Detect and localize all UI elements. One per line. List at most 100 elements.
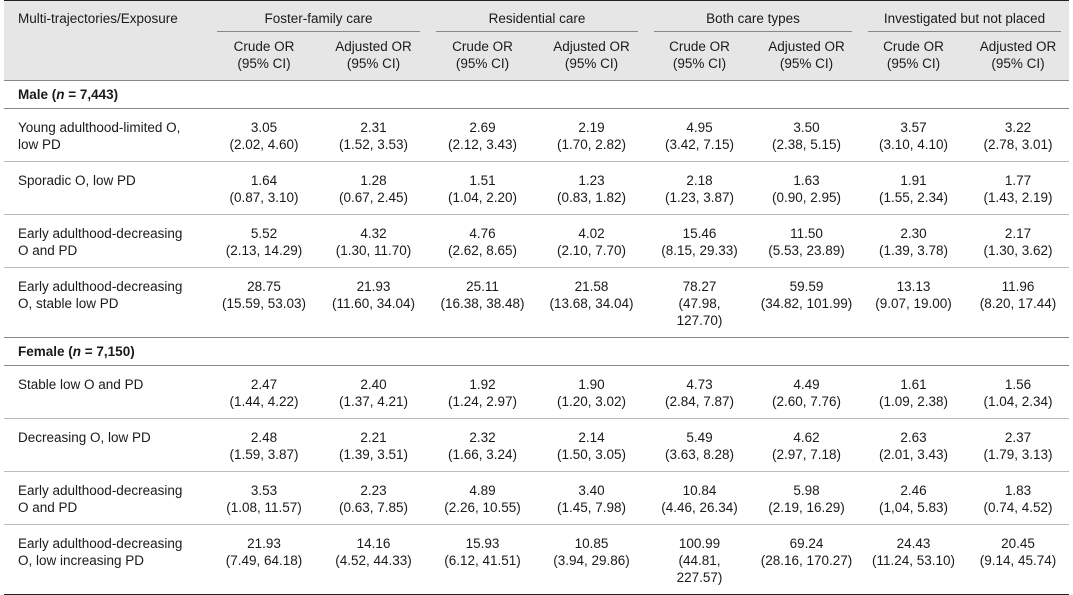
or-cell: 13.13 (9.07, 19.00) [875,279,952,311]
header-first-col: Multi-trajectories/Exposure [4,0,209,32]
row-label: Stable low O and PD [4,365,209,419]
or-cell: 1.92 (1.24, 2.97) [428,365,537,419]
or-table-container: Multi-trajectories/Exposure Foster-famil… [4,0,1069,595]
odds-ratio-table: Multi-trajectories/Exposure Foster-famil… [4,0,1069,595]
or-cell: 1.77 (1.43, 2.19) [967,161,1069,215]
table-row: Early adulthood-decreasing O and PD 5.52 (2… [4,214,1069,268]
row-label: Young adulthood-limited O, low PD [4,108,209,162]
subheader-adjusted: Adjusted OR (95% CI) [319,32,428,81]
or-cell: 1.63 (0.90, 2.95) [753,161,860,215]
or-cell: 2.17 (1.30, 3.62) [967,214,1069,268]
or-cell: 1.83 (0.74, 4.52) [967,471,1069,525]
or-cell: 2.32 (1.66, 3.24) [428,418,537,472]
or-cell: 3.05 (2.02, 4.60) [209,108,319,162]
table-row: Stable low O and PD 2.47 (1.44, 4.22) 2.40(… [4,365,1069,419]
or-cell: 2.48 (1.59, 3.87) [209,418,319,472]
table-row: Early adulthood-decreasing O and PD 3.53 (1… [4,471,1069,525]
or-cell: 14.16 (4.52, 44.33) [319,524,428,595]
or-cell: 2.47 (1.44, 4.22) [209,365,319,419]
or-cell: 15.93 (6.12, 41.51) [428,524,537,595]
row-label: Sporadic O, low PD [4,161,209,215]
subheader-crude: Crude OR (95% CI) [646,32,753,81]
table-header: Multi-trajectories/Exposure Foster-famil… [4,0,1069,81]
or-cell: 2.46 (1,04, 5.83) [860,471,967,525]
or-cell: 4.89 (2.26, 10.55) [428,471,537,525]
or-cell: 5.98 (2.19, 16.29) [753,471,860,525]
table-row: Decreasing O, low PD 2.48 (1.59, 3.87) 2.21… [4,418,1069,472]
subheader-crude: Crude OR (95% CI) [428,32,537,81]
subheader-crude: Crude OR (95% CI) [860,32,967,81]
group-header-both: Both care types [646,0,860,32]
or-cell: 3.53 (1.08, 11.57) [209,471,319,525]
or-cell: 2.63 (2.01, 3.43) [860,418,967,472]
or-cell: 100.99 (44.81, 227.57) [646,524,753,595]
or-cell: 3.22 (2.78, 3.01) [967,108,1069,162]
or-cell: 2.14 (1.50, 3.05) [537,418,646,472]
or-cell: 15.46 (8.15, 29.33) [646,214,753,268]
or-cell: 3.57 (3.10, 4.10) [860,108,967,162]
subheader-adjusted: Adjusted OR (95% CI) [537,32,646,81]
or-cell: 21.93 (7.49, 64.18) [209,524,319,595]
section-header-row: Female (n = 7,150) [4,337,1069,366]
header-spacer [4,32,209,81]
subheader-adjusted: Adjusted OR (95% CI) [753,32,860,81]
or-cell: 4.95 (3.42, 7.15) [646,108,753,162]
or-cell: 4.02 (2.10, 7.70) [537,214,646,268]
or-cell: 10.84 (4.46, 26.34) [646,471,753,525]
or-cell: 2.18 (1.23, 3.87) [646,161,753,215]
or-cell: 4.73 (2.84, 7.87) [646,365,753,419]
or-cell: 69.24 (28.16, 170.27) [753,524,860,595]
or-cell: 2.31 (1.52, 3.53) [319,108,428,162]
or-cell: 4.32 (1.30, 11.70) [319,214,428,268]
or-cell: 4.76 (2.62, 8.65) [428,214,537,268]
row-label: Early adulthood-decreasing O and PD [4,471,209,525]
group-header-residential: Residential care [428,0,646,32]
subheader-adjusted: Adjusted OR (95% CI) [967,32,1069,81]
or-cell: 78.27 (47.98, 127.70) [676,279,723,328]
or-cell: 21.58 (13.68, 34.04) [549,279,634,311]
or-cell: 10.85 (3.94, 29.86) [537,524,646,595]
or-cell: 1.51 (1.04, 2.20) [428,161,537,215]
or-cell: 2.21 (1.39, 3.51) [319,418,428,472]
table-row: Young adulthood-limited O, low PD 3.05 (2.0… [4,108,1069,162]
group-header-investigated: Investigated but not placed [860,0,1069,32]
row-label: Decreasing O, low PD [4,418,209,472]
row-label: Early adulthood-decreasing O, stable low … [18,279,183,311]
or-cell: 21.93 (11.60, 34.04) [331,279,416,311]
section-header-row: Male (n = 7,443) [4,80,1069,109]
or-cell: 3.40 (1.45, 7.98) [537,471,646,525]
or-cell: 2.23 (0.63, 7.85) [319,471,428,525]
or-cell: 3.50 (2.38, 5.15) [753,108,860,162]
row-label: Early adulthood-decreasing O, low increas… [4,524,209,595]
or-cell: 1.28 (0.67, 2.45) [319,161,428,215]
or-cell: 1.64 (0.87, 3.10) [209,161,319,215]
or-cell: 1.91 (1.55, 2.34) [860,161,967,215]
table-row: Early adulthood-decreasing O, stable low … [4,268,1069,338]
table-row: Early adulthood-decreasing O, low increas… [4,524,1069,595]
subheader-crude: Crude OR (95% CI) [209,32,319,81]
or-cell: 25.11 (16.38, 38.48) [440,279,525,311]
or-cell: 28.75 (15.59, 53.03) [221,279,307,311]
or-cell: 2.69 (2.12, 3.43) [428,108,537,162]
group-header-foster: Foster-family care [209,0,428,32]
or-cell: 2.40 (1.37, 4.21) [319,365,428,419]
or-cell: 24.43 (11.24, 53.10) [860,524,967,595]
or-cell: 1.61 (1.09, 2.38) [860,365,967,419]
or-cell: 4.49 (2.60, 7.76) [753,365,860,419]
or-cell: 11.50 (5.53, 23.89) [753,214,860,268]
or-cell: 2.19 (1.70, 2.82) [537,108,646,162]
or-cell: 1.23 (0.83, 1.82) [537,161,646,215]
or-cell: 4.62 (2.97, 7.18) [753,418,860,472]
or-cell: 11.96 (8.20, 17.44) [979,279,1057,311]
or-cell: 20.45 (9.14, 45.74) [967,524,1069,595]
table-row: Sporadic O, low PD 1.64 (0.87, 3.10) 1.28 (0… [4,161,1069,215]
or-cell: 5.49 (3.63, 8.28) [646,418,753,472]
or-cell: 5.52 (2.13, 14.29) [209,214,319,268]
section-label: Male (n = 7,443) [4,80,1069,109]
or-cell: 59.59 (34.82, 101.99) [760,279,853,311]
section-label: Female (n = 7,150) [4,337,1069,366]
or-cell: 1.56 (1.04, 2.34) [967,365,1069,419]
or-cell: 2.30 (1.39, 3.78) [860,214,967,268]
or-cell: 2.37 (1.79, 3.13) [967,418,1069,472]
row-label: Early adulthood-decreasing O and PD [4,214,209,268]
